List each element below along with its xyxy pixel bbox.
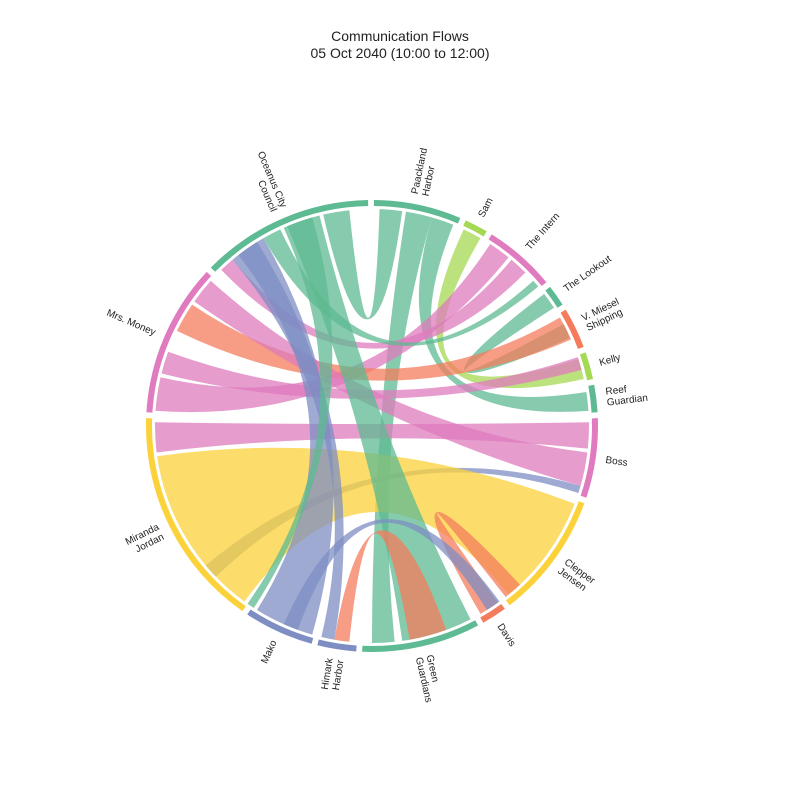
arc-green[interactable] bbox=[362, 620, 479, 652]
label-line: Kelly bbox=[598, 352, 622, 368]
label-green: GreenGuardians bbox=[413, 654, 445, 704]
label-clepper: ClepperJensen bbox=[556, 557, 598, 596]
ribbon-lookout-6[interactable] bbox=[464, 293, 571, 374]
arcs-layer bbox=[146, 200, 598, 652]
arc-himark[interactable] bbox=[317, 639, 357, 652]
label-miranda: MirandaJordan bbox=[124, 522, 167, 558]
arc-kelly[interactable] bbox=[580, 352, 594, 381]
label-line: Reef bbox=[605, 384, 628, 398]
label-lookout: The Lookout bbox=[562, 253, 614, 294]
label-occ: Oceanus CityCouncil bbox=[245, 150, 289, 214]
ribbon-kelly-9[interactable] bbox=[161, 351, 582, 399]
label-line: The Lookout bbox=[562, 253, 614, 294]
label-line: Davis bbox=[495, 622, 518, 649]
arc-miranda[interactable] bbox=[146, 418, 246, 612]
label-boss: Boss bbox=[605, 455, 629, 469]
arc-boss[interactable] bbox=[580, 418, 598, 498]
label-davis: Davis bbox=[495, 622, 518, 649]
arc-mako[interactable] bbox=[247, 609, 314, 644]
ribbon-miesel-8[interactable] bbox=[176, 304, 571, 381]
label-line: Mako bbox=[259, 638, 279, 665]
label-reef: ReefGuardian bbox=[605, 382, 649, 409]
label-money: Mrs. Money bbox=[105, 308, 157, 339]
ribbon-boss-11[interactable] bbox=[194, 280, 588, 486]
label-line: Harbor bbox=[331, 659, 347, 692]
label-mako: Mako bbox=[259, 638, 279, 665]
chart-title: Communication Flows bbox=[331, 28, 469, 44]
label-kelly: Kelly bbox=[598, 352, 622, 368]
label-line: Himark bbox=[320, 656, 336, 690]
ribbon-clepper-13[interactable] bbox=[157, 447, 575, 602]
label-intern: The Intern bbox=[524, 211, 562, 253]
ribbons-layer bbox=[154, 209, 590, 644]
arc-money[interactable] bbox=[146, 271, 212, 413]
arc-davis[interactable] bbox=[480, 603, 505, 623]
arc-pacland[interactable] bbox=[373, 200, 461, 224]
arc-clepper[interactable] bbox=[505, 501, 585, 606]
ribbon-pacland-2[interactable] bbox=[418, 217, 589, 412]
label-sam: Sam bbox=[477, 196, 496, 219]
chart-title-block: Communication Flows 05 Oct 2040 (10:00 t… bbox=[0, 28, 800, 62]
arc-lookout[interactable] bbox=[545, 286, 563, 308]
chart-subtitle: 05 Oct 2040 (10:00 to 12:00) bbox=[310, 45, 490, 61]
ribbon-mako-18[interactable] bbox=[238, 238, 334, 635]
label-pacland: PaacklandHarbor bbox=[410, 147, 441, 197]
arc-intern[interactable] bbox=[488, 234, 547, 287]
label-line: Boss bbox=[605, 455, 629, 469]
arc-reef[interactable] bbox=[588, 384, 598, 413]
label-miesel: V. MieselShipping bbox=[580, 297, 626, 334]
ribbon-pacland-0[interactable] bbox=[323, 209, 403, 320]
ribbon-mako-19[interactable] bbox=[283, 519, 500, 630]
label-himark: HimarkHarbor bbox=[320, 656, 347, 692]
label-line: Mrs. Money bbox=[105, 308, 157, 339]
ribbon-green-16[interactable] bbox=[334, 530, 447, 642]
ribbon-miranda-20[interactable] bbox=[247, 217, 333, 608]
arc-miesel[interactable] bbox=[560, 309, 584, 349]
arc-sam[interactable] bbox=[463, 220, 487, 237]
label-line: Guardian bbox=[606, 393, 648, 409]
label-line: The Intern bbox=[524, 211, 562, 253]
label-line: Sam bbox=[477, 196, 496, 219]
